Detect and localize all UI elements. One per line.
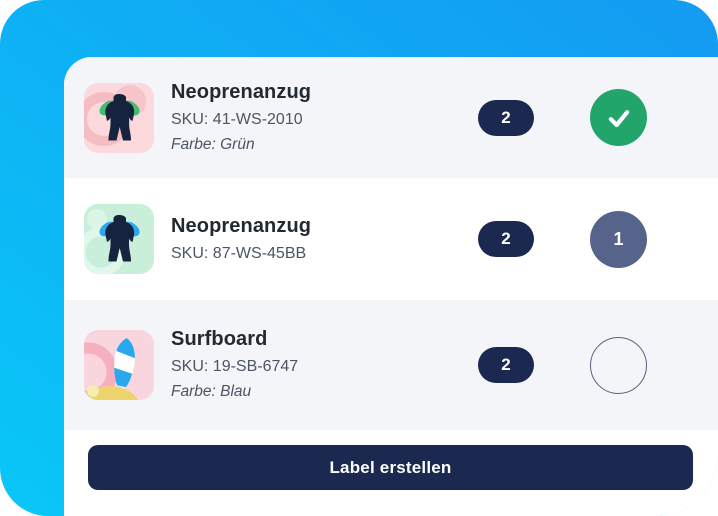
product-sku: SKU: 19-SB-6747 (171, 358, 299, 376)
product-sku: SKU: 41-WS-2010 (171, 110, 303, 128)
card-footer: Label erstellen (64, 430, 718, 516)
surfboard-illustration (84, 330, 154, 400)
product-info: Surfboard SKU: 19-SB-6747 Farbe: Blau (171, 328, 478, 402)
quantity-badge: 2 (478, 347, 534, 383)
check-icon (608, 109, 629, 127)
product-title: Neoprenanzug (171, 80, 312, 103)
status-checkbox-checked[interactable] (590, 89, 647, 146)
product-row-neoprenanzug-blau[interactable]: Neoprenanzug SKU: 87-WS-45BB 2 1 (64, 178, 718, 300)
quantity-badge: 2 (478, 99, 534, 136)
product-color-note: Farbe: Blau (171, 383, 252, 401)
product-info: Neoprenanzug SKU: 41-WS-2010 Farbe: Grün (171, 81, 478, 155)
product-sku: SKU: 87-WS-45BB (171, 244, 307, 262)
product-color-note: Farbe: Grün (171, 135, 255, 153)
product-row-surfboard[interactable]: Surfboard SKU: 19-SB-6747 Farbe: Blau 2 (64, 300, 718, 430)
packing-list-card: Neoprenanzug SKU: 41-WS-2010 Farbe: Grün… (64, 57, 718, 516)
quantity-badge: 2 (478, 221, 534, 257)
product-thumbnail (84, 82, 154, 153)
product-title: Neoprenanzug (171, 214, 312, 237)
product-thumbnail (84, 204, 154, 274)
status-count-circle[interactable]: 1 (590, 210, 647, 268)
product-thumbnail (84, 330, 154, 400)
wetsuit-green-illustration (84, 82, 154, 153)
wetsuit-blue-illustration (84, 204, 154, 274)
create-label-button[interactable]: Label erstellen (88, 445, 693, 490)
product-row-neoprenanzug-gruen[interactable]: Neoprenanzug SKU: 41-WS-2010 Farbe: Grün… (64, 57, 718, 178)
product-title: Surfboard (171, 328, 268, 351)
product-info: Neoprenanzug SKU: 87-WS-45BB (171, 215, 478, 263)
status-checkbox-unchecked[interactable] (590, 336, 647, 394)
